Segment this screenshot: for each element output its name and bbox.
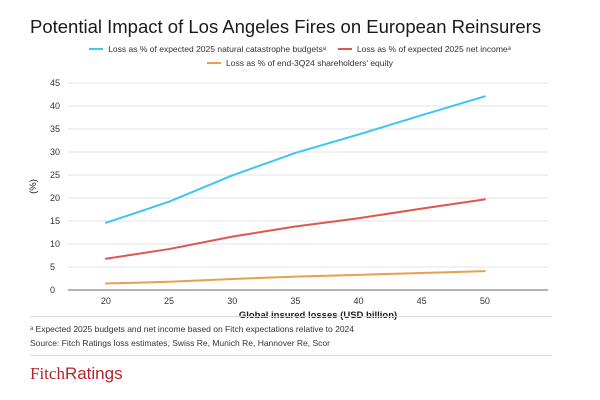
y-tick-40: 40 bbox=[50, 101, 60, 111]
legend-label-net-income: Loss as % of expected 2025 net incomeᵃ bbox=[356, 44, 511, 54]
source-note: Source: Fitch Ratings loss estimates, Sw… bbox=[30, 338, 330, 348]
x-tick-35: 35 bbox=[290, 296, 300, 306]
legend-swatch-equity bbox=[207, 62, 221, 64]
chart-title: Potential Impact of Los Angeles Fires on… bbox=[30, 16, 542, 37]
y-tick-0: 0 bbox=[50, 285, 55, 295]
gridlines bbox=[68, 82, 548, 268]
legend-swatch-natcat bbox=[89, 48, 104, 50]
legend-swatch-net-income bbox=[337, 48, 352, 50]
y-axis-label: (%) bbox=[28, 179, 39, 194]
y-tick-10: 10 bbox=[50, 239, 60, 249]
y-tick-35: 35 bbox=[50, 124, 60, 134]
series-line-net-income bbox=[104, 198, 486, 260]
series-line-natcat bbox=[104, 95, 486, 224]
y-tick-30: 30 bbox=[50, 147, 60, 157]
y-tick-5: 5 bbox=[50, 262, 55, 272]
series-line-equity bbox=[104, 270, 486, 285]
y-tick-20: 20 bbox=[50, 193, 60, 203]
x-tick-45: 45 bbox=[417, 296, 427, 306]
x-tick-25: 25 bbox=[164, 296, 174, 306]
divider-bottom bbox=[30, 355, 552, 356]
legend-row-2: Loss as % of end-3Q24 shareholders' equi… bbox=[0, 58, 600, 68]
y-tick-45: 45 bbox=[50, 78, 60, 88]
y-tick-labels: 0 5 10 15 20 25 30 35 40 45 bbox=[50, 78, 60, 295]
legend-item-natcat: Loss as % of expected 2025 natural catas… bbox=[89, 44, 326, 54]
y-tick-25: 25 bbox=[50, 170, 60, 180]
divider-top bbox=[30, 316, 552, 317]
legend-label-equity: Loss as % of end-3Q24 shareholders' equi… bbox=[226, 58, 393, 68]
legend-item-net-income: Loss as % of expected 2025 net incomeᵃ bbox=[337, 44, 511, 54]
legend-label-natcat: Loss as % of expected 2025 natural catas… bbox=[108, 44, 326, 54]
footnote: ᵃ Expected 2025 budgets and net income b… bbox=[30, 324, 355, 334]
legend-item-equity: Loss as % of end-3Q24 shareholders' equi… bbox=[207, 58, 393, 68]
x-tick-20: 20 bbox=[101, 296, 111, 306]
x-tick-40: 40 bbox=[354, 296, 364, 306]
x-tick-labels: 20 25 30 35 40 45 50 bbox=[101, 296, 490, 306]
y-tick-15: 15 bbox=[50, 216, 60, 226]
x-tick-50: 50 bbox=[480, 296, 490, 306]
x-tick-30: 30 bbox=[227, 296, 237, 306]
legend-row-1: Loss as % of expected 2025 natural catas… bbox=[0, 44, 600, 54]
fitch-ratings-logo: FitchRatings bbox=[30, 364, 123, 383]
series-lines bbox=[104, 95, 486, 285]
